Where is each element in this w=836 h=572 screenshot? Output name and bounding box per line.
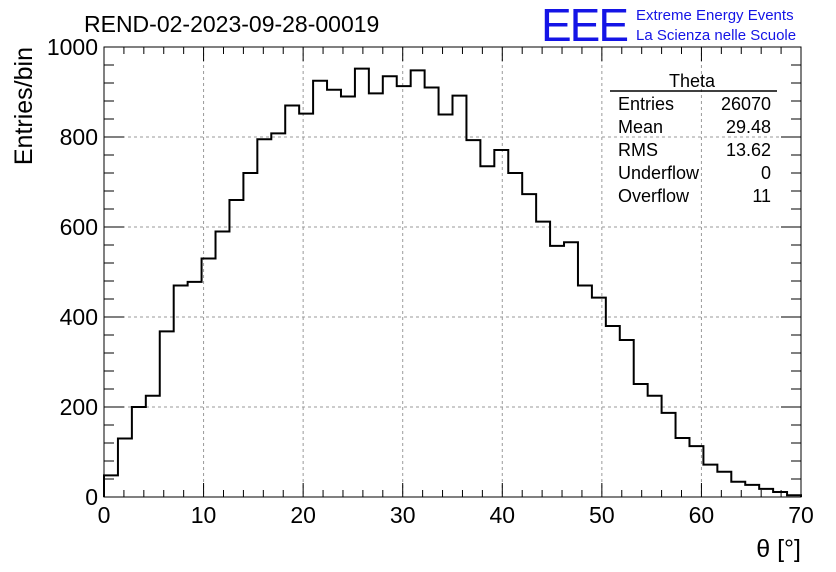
x-tick-label: 30 xyxy=(390,502,416,528)
x-tick-label: 40 xyxy=(489,502,515,528)
grid xyxy=(104,47,801,497)
stats-value-mean: 29.48 xyxy=(726,117,771,137)
y-tick-label: 400 xyxy=(60,304,98,330)
x-tick-label: 0 xyxy=(98,502,111,528)
stats-value-underflow: 0 xyxy=(761,163,771,183)
tick-labels: 0 10 20 30 40 50 60 70 0 200 400 600 800 1000 xyxy=(47,34,814,528)
histogram-line xyxy=(103,67,802,497)
y-tick-label: 800 xyxy=(60,124,98,150)
stats-box: Theta Entries 26070 Mean 29.48 RMS 13.62… xyxy=(610,71,777,206)
stats-label-underflow: Underflow xyxy=(618,163,700,183)
y-axis-label: Entries/bin xyxy=(10,47,38,165)
y-tick-label: 200 xyxy=(60,394,98,420)
stats-label-overflow: Overflow xyxy=(618,186,690,206)
plot-frame xyxy=(104,47,801,497)
stats-label-entries: Entries xyxy=(618,94,674,114)
logo-line2: La Scienza nelle Scuole xyxy=(636,27,796,44)
stats-value-rms: 13.62 xyxy=(726,140,771,160)
x-tick-label: 70 xyxy=(788,502,814,528)
stats-value-overflow: 11 xyxy=(752,186,771,206)
x-tick-label: 50 xyxy=(589,502,615,528)
x-tick-label: 10 xyxy=(191,502,217,528)
stats-label-rms: RMS xyxy=(618,140,658,160)
stats-value-entries: 26070 xyxy=(721,94,771,114)
eee-logo: EEE xyxy=(541,0,627,51)
x-axis-label: θ [°] xyxy=(756,535,801,563)
y-tick-label: 600 xyxy=(60,214,98,240)
logo-line1: Extreme Energy Events xyxy=(636,7,794,24)
y-tick-label: 1000 xyxy=(47,34,98,60)
y-tick-label: 0 xyxy=(85,484,98,510)
x-tick-label: 60 xyxy=(689,502,715,528)
stats-label-mean: Mean xyxy=(618,117,663,137)
chart-title: REND-02-2023-09-28-00019 xyxy=(84,11,379,37)
x-tick-label: 20 xyxy=(290,502,316,528)
plot-border xyxy=(103,46,802,498)
stats-title: Theta xyxy=(669,71,716,91)
